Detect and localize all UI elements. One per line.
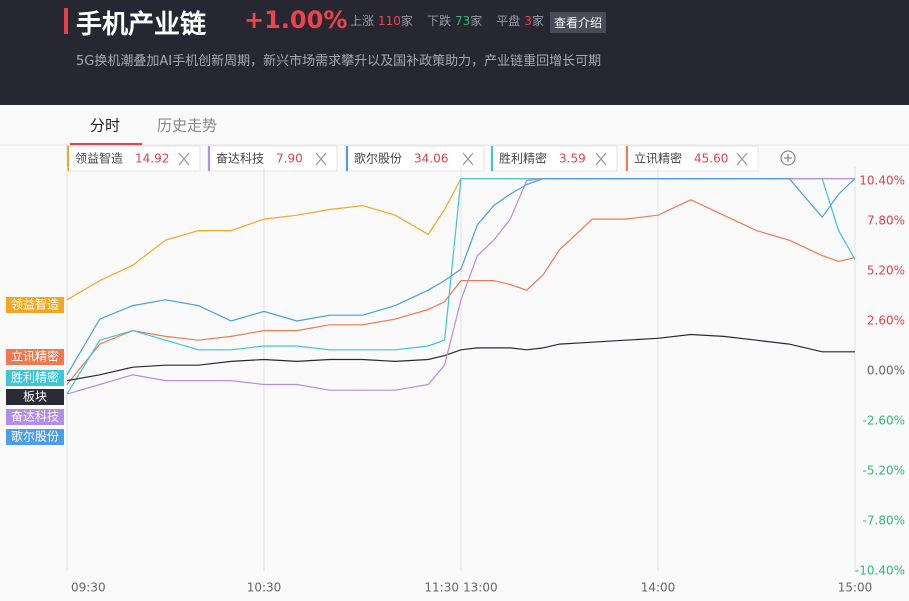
chip-close[interactable] xyxy=(736,152,748,166)
chip[interactable]: 立讯精密 45.60 xyxy=(625,145,759,172)
y-tick-label: 7.80% xyxy=(867,214,905,228)
legend-tag xyxy=(6,409,64,425)
chip-box xyxy=(490,145,618,172)
intro-button[interactable]: 查看介绍 xyxy=(550,12,607,33)
chip[interactable]: 胜利精密 3.59 xyxy=(490,145,618,172)
chip-price: 14.92 xyxy=(135,152,169,166)
series-line xyxy=(66,199,856,385)
y-tick-label: -10.40% xyxy=(855,564,905,578)
stat-unit: 家 xyxy=(531,14,544,28)
chip[interactable]: 领益智造 14.92 xyxy=(66,145,201,172)
legend-tag xyxy=(6,389,64,405)
add-button[interactable] xyxy=(780,150,796,166)
tab-underline xyxy=(70,143,142,145)
chip-name: 立讯精密 xyxy=(634,151,682,166)
accent-bar xyxy=(64,8,68,34)
series-line xyxy=(66,178,856,376)
chip-name: 领益智造 xyxy=(75,151,123,166)
y-tick-label: 2.60% xyxy=(867,314,905,328)
chip-price: 3.59 xyxy=(559,152,586,166)
legend-tag xyxy=(6,349,64,365)
stat: 上涨 110家 xyxy=(350,12,413,29)
legend-tag xyxy=(6,429,64,445)
chip-box xyxy=(625,145,759,172)
x-tick-label: 15:00 xyxy=(838,581,873,595)
legend-tag xyxy=(6,370,64,386)
stat-unit: 家 xyxy=(470,14,483,28)
title: 手机产业链 xyxy=(76,10,207,40)
stat-unit: 家 xyxy=(400,14,413,28)
change: +1.00% xyxy=(244,6,348,34)
x-tick-label: 11:30 xyxy=(424,581,459,595)
y-tick-label: -2.60% xyxy=(863,414,905,428)
y-tick-label: 5.20% xyxy=(867,264,905,278)
stat-count: 73 xyxy=(454,14,471,28)
stats: 上涨 110家 下跌 73家 平盘 3家 xyxy=(350,12,544,29)
stat-label: 下跌 xyxy=(426,14,451,28)
chip-price: 7.90 xyxy=(276,152,303,166)
tab[interactable]: 分时 xyxy=(90,117,120,135)
chip-price: 34.06 xyxy=(414,152,448,166)
chip-accent xyxy=(346,146,348,171)
content-bg xyxy=(0,105,909,601)
chip-accent xyxy=(67,146,69,171)
x-tick-label: 13:00 xyxy=(463,581,498,595)
legend-label: 奋达科技 xyxy=(11,410,59,424)
chip-accent xyxy=(208,146,210,171)
chip-name: 奋达科技 xyxy=(216,152,264,166)
y-tick-label: -7.80% xyxy=(863,514,905,528)
chip-close[interactable] xyxy=(315,152,327,166)
chip-close[interactable] xyxy=(178,152,190,166)
chip[interactable]: 奋达科技 7.90 xyxy=(207,145,338,172)
y-tick-label: 0.00% xyxy=(867,364,905,378)
y-tick-label: -5.20% xyxy=(863,464,905,478)
stat-label: 上涨 xyxy=(350,14,375,28)
chip-name: 歌尔股份 xyxy=(354,151,402,166)
x-tick-label: 14:00 xyxy=(641,581,676,595)
chip-accent xyxy=(626,146,628,171)
legend-label: 立讯精密 xyxy=(11,349,59,364)
legend-label: 歌尔股份 xyxy=(11,429,59,444)
legend-tag xyxy=(6,297,64,313)
tab[interactable]: 历史走势 xyxy=(157,117,217,135)
stat: 下跌 73家 xyxy=(427,12,482,29)
y-tick-label: 10.40% xyxy=(859,174,905,188)
stat-label: 平盘 xyxy=(496,14,521,28)
stat-count: 3 xyxy=(524,14,532,28)
stat: 平盘 3家 xyxy=(496,12,544,29)
add-icon xyxy=(784,154,792,162)
header: 手机产业链 +1.00% 上涨 110家 下跌 73家 平盘 3家 查看介绍 5G换机潮叠… xyxy=(0,0,909,105)
chip-close[interactable] xyxy=(462,152,474,166)
chip-close[interactable] xyxy=(595,152,607,166)
x-tick-label: 09:30 xyxy=(71,581,106,595)
chip-name: 胜利精密 xyxy=(499,151,547,166)
legend-label: 领益智造 xyxy=(11,297,59,312)
legend-label: 胜利精密 xyxy=(11,370,59,385)
chip-accent xyxy=(491,146,493,171)
stat-count: 110 xyxy=(378,14,401,28)
chip[interactable]: 歌尔股份 34.06 xyxy=(345,145,485,172)
legend-label: 板块 xyxy=(23,390,47,404)
subtitle: 5G换机潮叠加AI手机创新周期，新兴市场需求攀升以及国补政策助力，产业链重回增长… xyxy=(76,54,602,69)
chip-box xyxy=(66,145,201,172)
series-line xyxy=(66,333,855,382)
x-tick-label: 10:30 xyxy=(247,581,282,595)
chip-price: 45.60 xyxy=(694,152,728,166)
